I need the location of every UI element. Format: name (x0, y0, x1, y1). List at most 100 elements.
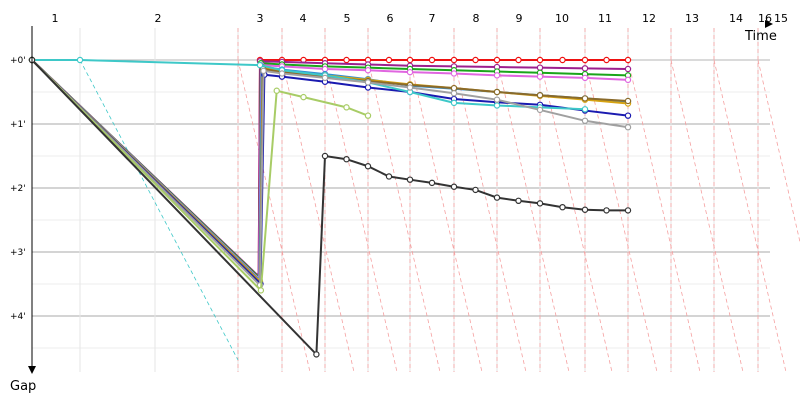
series-point (493, 56, 501, 64)
series-point (581, 206, 589, 213)
series-point (364, 163, 372, 170)
series-point (624, 112, 632, 119)
series-point (581, 56, 589, 64)
series-point (300, 93, 307, 101)
ref-diagonal (409, 59, 483, 373)
axis-arrows (28, 20, 773, 374)
series-point (321, 74, 329, 82)
series-point (559, 203, 566, 211)
lap-tick-label: 9 (516, 12, 523, 25)
axis-labels: 1 2 3 4 5 6 7 8 9 10 11 12 13 14 16 15+0'+1'+2'+3'+4' (10, 12, 788, 322)
series-point (493, 194, 501, 201)
series-point (624, 97, 632, 105)
ref-diagonal (453, 59, 527, 373)
lap-tick-label: 13 (685, 12, 699, 25)
series-point (536, 106, 544, 114)
series-point (515, 56, 522, 64)
series-point (493, 96, 501, 103)
series-point (450, 70, 458, 77)
series-point (559, 56, 566, 64)
series-point (581, 117, 589, 125)
series-point (321, 152, 329, 160)
series-point (493, 88, 501, 96)
series-point (450, 90, 458, 97)
series-line (31, 59, 369, 293)
lap-tick-label: 4 (300, 12, 307, 25)
series-point (364, 67, 372, 74)
series-point (273, 87, 280, 94)
ref-diagonal (584, 59, 658, 373)
gap-tick-label: +2' (10, 184, 26, 194)
lap-tick-label: 11 (598, 12, 612, 25)
series-point (450, 84, 458, 92)
gap-tick-label: +3' (10, 248, 26, 258)
series-point (256, 61, 264, 69)
series-point (493, 72, 501, 79)
series-point (428, 179, 436, 187)
grid (31, 28, 770, 372)
series-point (385, 56, 393, 64)
series-point (321, 65, 329, 73)
series-point (364, 79, 372, 86)
series-point (536, 64, 544, 71)
series-point (343, 56, 350, 64)
series-point (76, 56, 84, 64)
series-point (603, 56, 610, 64)
lap-tick-label: 8 (473, 12, 480, 25)
series-point (278, 70, 286, 77)
lap-tick-label: 5 (344, 12, 351, 25)
series-point (472, 186, 479, 194)
series-point (624, 207, 632, 214)
series-point (581, 74, 589, 82)
series-point (624, 56, 632, 64)
series-lines (28, 56, 632, 358)
ref-diagonal (757, 59, 800, 244)
ref-diagonal (539, 59, 613, 373)
lap-tick-label: 7 (429, 12, 436, 25)
gap-axis-title: Gap (10, 379, 36, 394)
series-point (581, 106, 589, 113)
series-point (450, 183, 458, 190)
series-point (385, 173, 393, 180)
series-point (343, 104, 350, 111)
series-point (428, 56, 436, 64)
lap-tick-label: 1 (52, 12, 59, 25)
lap-tick-label: 12 (642, 12, 656, 25)
series-point (406, 68, 414, 76)
ref-diagonal (496, 59, 570, 373)
series-line (31, 59, 629, 288)
gap-tick-label: +1' (10, 120, 26, 130)
series-line (31, 59, 628, 280)
series-point (472, 56, 479, 64)
series-point (603, 207, 610, 214)
series-point (581, 65, 589, 72)
series-point (343, 155, 350, 163)
series-point (536, 73, 544, 80)
series-point (624, 123, 632, 131)
lap-tick-label: 15 (774, 12, 788, 25)
series-point (536, 56, 544, 64)
ref-diagonal (281, 59, 355, 373)
series-point (536, 91, 544, 99)
series-point (364, 84, 372, 91)
ref-diagonal-cyan (79, 59, 239, 361)
series-point (450, 56, 458, 64)
series-point (515, 197, 522, 204)
series-point (260, 67, 267, 75)
ref-diagonal (367, 59, 441, 373)
series-point (450, 99, 458, 107)
series-point (406, 176, 414, 183)
lap-tick-label: 3 (257, 12, 264, 25)
series-point (624, 65, 632, 73)
lap-tick-label: 14 (729, 12, 743, 25)
lap-tick-label: 10 (555, 12, 569, 25)
ref-diagonal (237, 59, 311, 373)
lap-tick-label: 2 (155, 12, 162, 25)
ref-diagonal (713, 59, 787, 373)
gap-tick-label: +4' (10, 312, 26, 322)
pit-reference-lines (79, 28, 800, 373)
ref-diagonal (670, 59, 744, 373)
ref-diagonal (324, 59, 398, 373)
series-point (257, 287, 265, 294)
